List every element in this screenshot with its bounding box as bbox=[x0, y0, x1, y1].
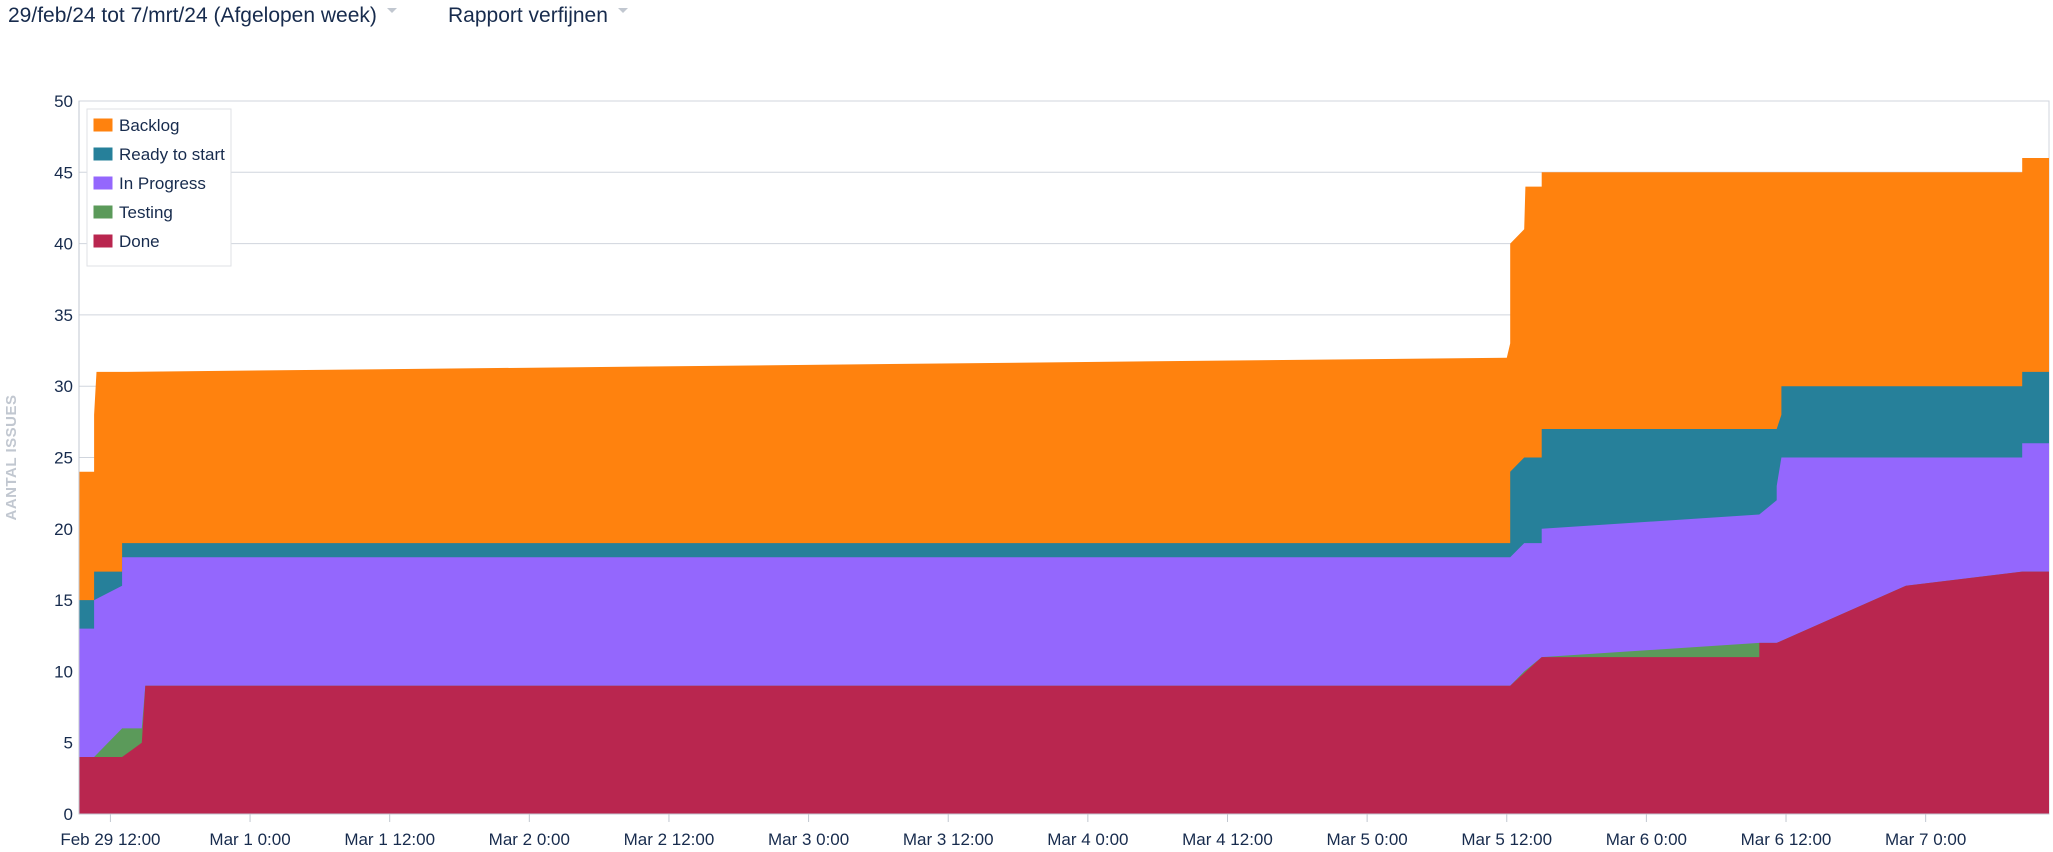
legend-swatch-in-progress bbox=[92, 175, 114, 191]
legend-label-done: Done bbox=[119, 232, 160, 251]
legend-swatch-testing bbox=[92, 204, 114, 220]
stacked-areas bbox=[79, 158, 2049, 814]
x-tick-label: Mar 4 12:00 bbox=[1182, 830, 1273, 849]
report-toolbar: 29/feb/24 tot 7/mrt/24 (Afgelopen week) … bbox=[0, 0, 2053, 40]
y-tick-label: 15 bbox=[54, 591, 73, 610]
y-tick-label: 20 bbox=[54, 520, 73, 539]
x-tick-label: Mar 2 0:00 bbox=[489, 830, 570, 849]
x-tick-label: Mar 4 0:00 bbox=[1047, 830, 1128, 849]
x-tick-label: Mar 1 12:00 bbox=[344, 830, 435, 849]
y-tick-label: 45 bbox=[54, 163, 73, 182]
y-tick-label: 10 bbox=[54, 662, 73, 681]
x-tick-label: Feb 29 12:00 bbox=[60, 830, 160, 849]
legend-label-testing: Testing bbox=[119, 203, 173, 222]
y-tick-label: 0 bbox=[64, 805, 73, 824]
y-tick-label: 50 bbox=[54, 92, 73, 111]
y-tick-label: 40 bbox=[54, 235, 73, 254]
x-tick-label: Mar 6 0:00 bbox=[1606, 830, 1687, 849]
legend-swatch-backlog bbox=[92, 117, 114, 133]
x-tick-label: Mar 6 12:00 bbox=[1741, 830, 1832, 849]
date-range-dropdown[interactable]: 29/feb/24 tot 7/mrt/24 (Afgelopen week) bbox=[8, 4, 397, 28]
y-tick-label: 5 bbox=[64, 734, 73, 753]
x-tick-label: Mar 3 12:00 bbox=[903, 830, 994, 849]
y-tick-label: 35 bbox=[54, 306, 73, 325]
x-tick-label: Mar 1 0:00 bbox=[209, 830, 290, 849]
y-axis-label: AANTAL ISSUES bbox=[3, 395, 20, 521]
chevron-down-icon bbox=[617, 7, 628, 13]
axes: 0 5 10 15 20 25 30 35 40 45 50 Feb 29 12:00 Mar 1 0:… bbox=[3, 92, 2049, 849]
area-done bbox=[79, 571, 2049, 814]
x-tick-label: Mar 5 0:00 bbox=[1326, 830, 1407, 849]
legend-swatch-ready-to-start bbox=[92, 146, 114, 162]
legend-label-in-progress: In Progress bbox=[119, 174, 206, 193]
y-tick-label: 25 bbox=[54, 449, 73, 468]
x-tick-label: Mar 2 12:00 bbox=[624, 830, 715, 849]
legend-label-backlog: Backlog bbox=[119, 116, 179, 135]
refine-report-label: Rapport verfijnen bbox=[448, 4, 608, 27]
x-tick-label: Mar 7 0:00 bbox=[1885, 830, 1966, 849]
legend: Backlog Ready to start In Progress Testing D… bbox=[86, 108, 232, 267]
refine-report-dropdown[interactable]: Rapport verfijnen bbox=[448, 4, 628, 28]
x-tick-label: Mar 3 0:00 bbox=[768, 830, 849, 849]
x-tick-label: Mar 5 12:00 bbox=[1461, 830, 1552, 849]
chevron-down-icon bbox=[386, 7, 397, 13]
legend-label-ready-to-start: Ready to start bbox=[119, 145, 225, 164]
date-range-label: 29/feb/24 tot 7/mrt/24 (Afgelopen week) bbox=[8, 4, 377, 27]
legend-swatch-done bbox=[92, 233, 114, 249]
y-tick-label: 30 bbox=[54, 377, 73, 396]
